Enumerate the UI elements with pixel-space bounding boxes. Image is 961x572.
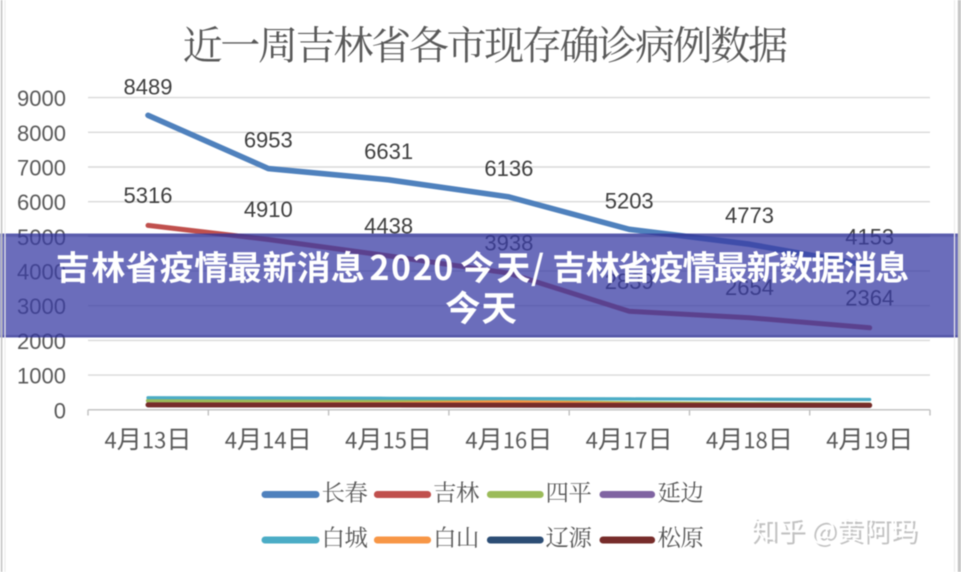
- svg-text:6000: 6000: [17, 190, 66, 215]
- svg-text:1000: 1000: [17, 364, 66, 389]
- svg-text:6953: 6953: [244, 128, 293, 153]
- svg-text:6136: 6136: [484, 156, 533, 181]
- svg-text:4773: 4773: [725, 203, 774, 228]
- svg-text:5316: 5316: [124, 183, 173, 208]
- svg-text:5203: 5203: [605, 188, 654, 213]
- svg-text:7000: 7000: [17, 156, 66, 181]
- svg-text:0: 0: [54, 398, 66, 423]
- svg-text:6631: 6631: [364, 139, 413, 164]
- svg-text:4910: 4910: [244, 197, 293, 222]
- svg-text:8000: 8000: [17, 121, 66, 146]
- svg-text:8489: 8489: [124, 74, 173, 99]
- svg-text:9000: 9000: [17, 86, 66, 111]
